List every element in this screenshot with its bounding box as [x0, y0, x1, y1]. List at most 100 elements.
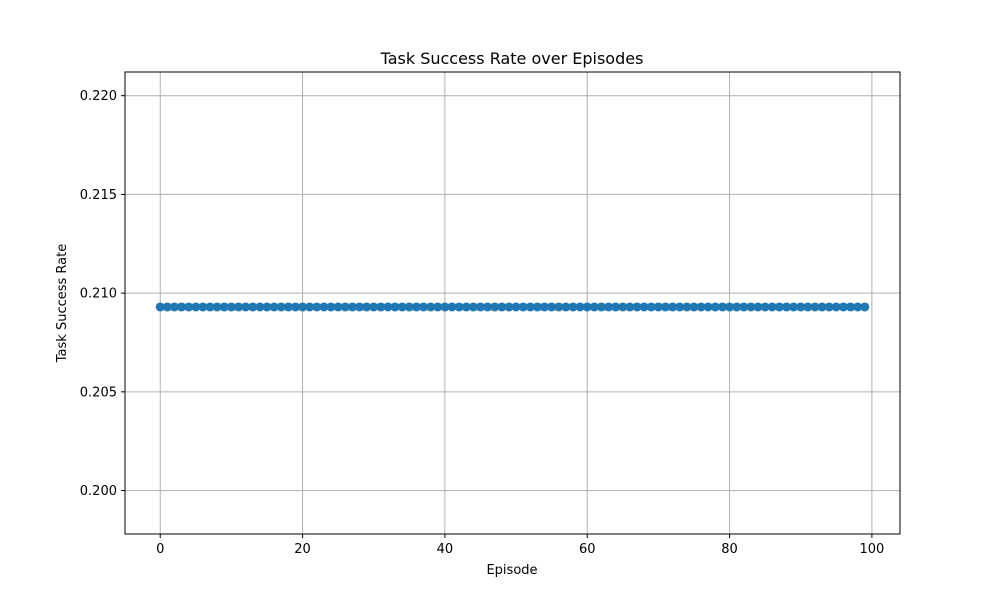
- data-point: [198, 302, 208, 312]
- data-point: [632, 302, 642, 312]
- data-point: [255, 302, 265, 312]
- data-point: [326, 302, 336, 312]
- data-point: [860, 302, 870, 312]
- data-point: [298, 302, 308, 312]
- data-point: [169, 302, 179, 312]
- data-point: [404, 302, 414, 312]
- data-point: [376, 302, 386, 312]
- data-point: [803, 302, 813, 312]
- data-point: [212, 302, 222, 312]
- data-point: [710, 302, 720, 312]
- data-point: [347, 302, 357, 312]
- data-point: [661, 302, 671, 312]
- data-point: [468, 302, 478, 312]
- data-point: [191, 302, 201, 312]
- data-point: [575, 302, 585, 312]
- data-point: [312, 302, 322, 312]
- data-point: [290, 302, 300, 312]
- data-point: [675, 302, 685, 312]
- data-point: [155, 302, 165, 312]
- data-point: [461, 302, 471, 312]
- data-point: [205, 302, 215, 312]
- data-point: [689, 302, 699, 312]
- data-point: [411, 302, 421, 312]
- data-point: [340, 302, 350, 312]
- data-point: [817, 302, 827, 312]
- x-tick-label: 20: [294, 542, 311, 557]
- data-point: [781, 302, 791, 312]
- data-point: [177, 302, 187, 312]
- data-point: [717, 302, 727, 312]
- data-point: [554, 302, 564, 312]
- x-axis-label: Episode: [486, 563, 537, 578]
- data-point: [234, 302, 244, 312]
- data-point: [618, 302, 628, 312]
- data-point: [447, 302, 457, 312]
- data-point: [853, 302, 863, 312]
- data-point: [390, 302, 400, 312]
- data-point: [824, 302, 834, 312]
- y-tick-label: 0.220: [80, 89, 117, 104]
- data-point: [219, 302, 229, 312]
- data-point: [725, 302, 735, 312]
- data-point: [582, 302, 592, 312]
- x-tick-label: 60: [579, 542, 596, 557]
- data-point: [646, 302, 656, 312]
- data-point: [696, 302, 706, 312]
- data-point: [746, 302, 756, 312]
- y-tick-label: 0.200: [80, 484, 117, 499]
- data-point: [483, 302, 493, 312]
- x-tick-label: 40: [437, 542, 454, 557]
- y-tick-label: 0.215: [80, 188, 117, 203]
- data-point: [490, 302, 500, 312]
- data-point: [739, 302, 749, 312]
- data-series: [155, 302, 870, 312]
- data-point: [682, 302, 692, 312]
- data-point: [383, 302, 393, 312]
- data-point: [838, 302, 848, 312]
- data-point: [276, 302, 286, 312]
- data-point: [162, 302, 172, 312]
- data-point: [547, 302, 557, 312]
- y-tick-label: 0.205: [80, 385, 117, 400]
- data-point: [639, 302, 649, 312]
- data-point: [226, 302, 236, 312]
- data-point: [760, 302, 770, 312]
- data-point: [440, 302, 450, 312]
- data-point: [732, 302, 742, 312]
- data-point: [668, 302, 678, 312]
- data-point: [283, 302, 293, 312]
- data-point: [611, 302, 621, 312]
- data-point: [703, 302, 713, 312]
- data-point: [319, 302, 329, 312]
- data-point: [397, 302, 407, 312]
- chart-title: Task Success Rate over Episodes: [380, 49, 644, 68]
- data-point: [625, 302, 635, 312]
- data-point: [810, 302, 820, 312]
- data-point: [354, 302, 364, 312]
- data-point: [497, 302, 507, 312]
- data-point: [419, 302, 429, 312]
- x-tick-label: 80: [721, 542, 738, 557]
- data-point: [753, 302, 763, 312]
- data-point: [774, 302, 784, 312]
- data-point: [305, 302, 315, 312]
- data-point: [532, 302, 542, 312]
- data-point: [831, 302, 841, 312]
- data-point: [561, 302, 571, 312]
- data-point: [589, 302, 599, 312]
- y-axis-label: Task Success Rate: [55, 244, 70, 363]
- data-point: [248, 302, 258, 312]
- data-point: [426, 302, 436, 312]
- data-point: [568, 302, 578, 312]
- data-point: [653, 302, 663, 312]
- data-point: [789, 302, 799, 312]
- data-point: [596, 302, 606, 312]
- plot-area-frame: [124, 71, 901, 535]
- data-point: [433, 302, 443, 312]
- data-point: [454, 302, 464, 312]
- axis-ticks: 0 20 40 60 80 100 0.200 0.205 0.210 0.215 0.220: [80, 89, 885, 557]
- data-point: [362, 302, 372, 312]
